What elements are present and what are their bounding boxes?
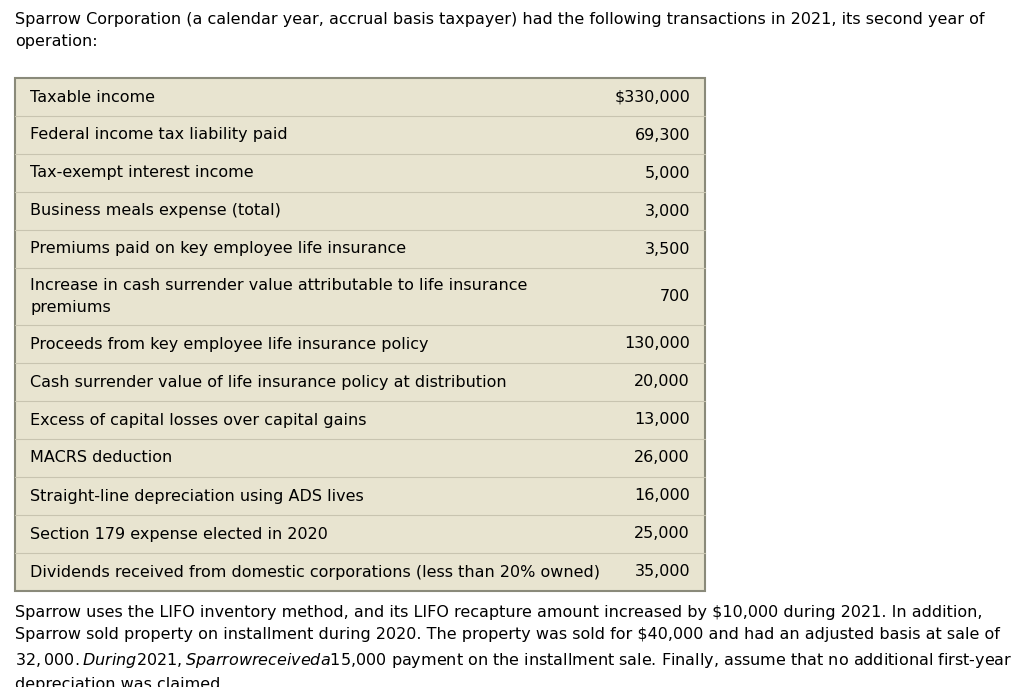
Text: Sparrow uses the LIFO inventory method, and its LIFO recapture amount increased : Sparrow uses the LIFO inventory method, …	[15, 605, 1013, 687]
Text: 35,000: 35,000	[635, 565, 690, 580]
Text: MACRS deduction: MACRS deduction	[30, 451, 172, 466]
Text: Taxable income: Taxable income	[30, 89, 155, 104]
Text: 20,000: 20,000	[634, 374, 690, 390]
Text: Increase in cash surrender value attributable to life insurance
premiums: Increase in cash surrender value attribu…	[30, 278, 527, 315]
Text: Straight-line depreciation using ADS lives: Straight-line depreciation using ADS liv…	[30, 488, 364, 504]
Text: 25,000: 25,000	[634, 526, 690, 541]
Text: Excess of capital losses over capital gains: Excess of capital losses over capital ga…	[30, 412, 367, 427]
Text: 13,000: 13,000	[634, 412, 690, 427]
Text: 5,000: 5,000	[644, 166, 690, 181]
Text: 69,300: 69,300	[635, 128, 690, 142]
Text: 3,000: 3,000	[644, 203, 690, 218]
Text: 130,000: 130,000	[624, 337, 690, 352]
Text: Proceeds from key employee life insurance policy: Proceeds from key employee life insuranc…	[30, 337, 428, 352]
Text: 16,000: 16,000	[634, 488, 690, 504]
Text: Sparrow Corporation (a calendar year, accrual basis taxpayer) had the following : Sparrow Corporation (a calendar year, ac…	[15, 12, 984, 49]
Text: Federal income tax liability paid: Federal income tax liability paid	[30, 128, 288, 142]
Text: Cash surrender value of life insurance policy at distribution: Cash surrender value of life insurance p…	[30, 374, 507, 390]
Text: 700: 700	[659, 289, 690, 304]
Text: 26,000: 26,000	[634, 451, 690, 466]
Text: 3,500: 3,500	[644, 242, 690, 256]
Text: Dividends received from domestic corporations (less than 20% owned): Dividends received from domestic corpora…	[30, 565, 600, 580]
Text: Premiums paid on key employee life insurance: Premiums paid on key employee life insur…	[30, 242, 407, 256]
Text: $330,000: $330,000	[614, 89, 690, 104]
FancyBboxPatch shape	[15, 78, 705, 591]
Text: Section 179 expense elected in 2020: Section 179 expense elected in 2020	[30, 526, 328, 541]
Text: Tax-exempt interest income: Tax-exempt interest income	[30, 166, 254, 181]
Text: Business meals expense (total): Business meals expense (total)	[30, 203, 281, 218]
